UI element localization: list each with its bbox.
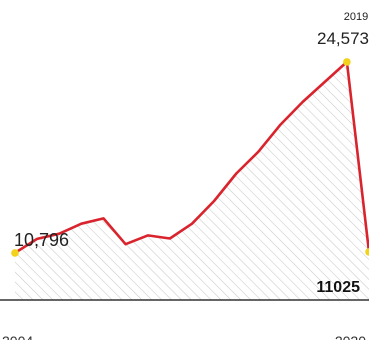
x-tick-label-2004: 2004 [2,333,33,340]
area-fill [15,61,369,301]
data-point-marker [343,58,351,66]
data-point-marker [365,248,369,256]
series-line [14,60,369,254]
data-label-year-2019: 2019 [344,11,368,23]
data-label-2020: 11025 [316,279,360,296]
data-point-marker [11,249,19,257]
data-label-2004: 10,796 [14,230,69,250]
data-label-2019: 24,573 [317,29,369,48]
x-tick-label-2020: 2020 [335,333,366,340]
